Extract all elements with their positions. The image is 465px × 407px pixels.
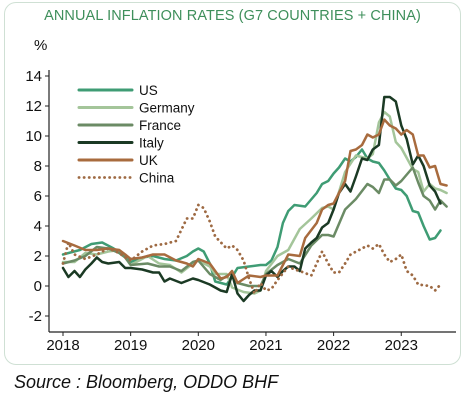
- x-tick-label: 2020: [182, 337, 215, 354]
- x-tick-label: 2023: [385, 337, 418, 354]
- series-line-us: [61, 148, 442, 286]
- source-note: Source : Bloomberg, ODDO BHF: [14, 372, 279, 392]
- x-tick-label: 2021: [249, 337, 282, 354]
- series-line-germany: [61, 110, 448, 295]
- series-line-china: [61, 203, 442, 295]
- x-tick-label: 2019: [114, 337, 147, 354]
- series-line-france: [61, 166, 448, 288]
- y-tick-label: 8: [34, 158, 42, 175]
- chart-frame: [4, 2, 461, 365]
- y-tick-label: 10: [25, 128, 42, 145]
- y-tick-label: 6: [34, 188, 42, 205]
- legend-label-france: France: [139, 118, 181, 133]
- y-axis-unit-label: %: [34, 37, 48, 54]
- x-tick-label: 2018: [46, 337, 79, 354]
- legend-label-china: China: [139, 171, 175, 186]
- series-line-uk: [61, 118, 448, 285]
- legend-label-uk: UK: [139, 153, 158, 168]
- y-tick-label: 14: [25, 68, 42, 85]
- y-tick-label: 4: [34, 218, 42, 235]
- series-line-italy: [61, 95, 442, 303]
- y-tick-label: -2: [29, 308, 42, 325]
- legend-label-us: US: [139, 83, 158, 98]
- y-tick-label: 0: [34, 278, 42, 295]
- legend-label-germany: Germany: [139, 101, 195, 116]
- y-tick-label: 12: [25, 98, 42, 115]
- y-tick-label: 2: [34, 248, 42, 265]
- line-chart: -2 0 2 4 6 8 10 12 14 2018 2019 2020 2021 2022 2023 US G…: [25, 68, 456, 354]
- x-tick-label: 2022: [317, 337, 350, 354]
- legend-label-italy: Italy: [139, 136, 164, 151]
- chart-title: ANNUAL INFLATION RATES (G7 COUNTRIES + C…: [44, 8, 421, 24]
